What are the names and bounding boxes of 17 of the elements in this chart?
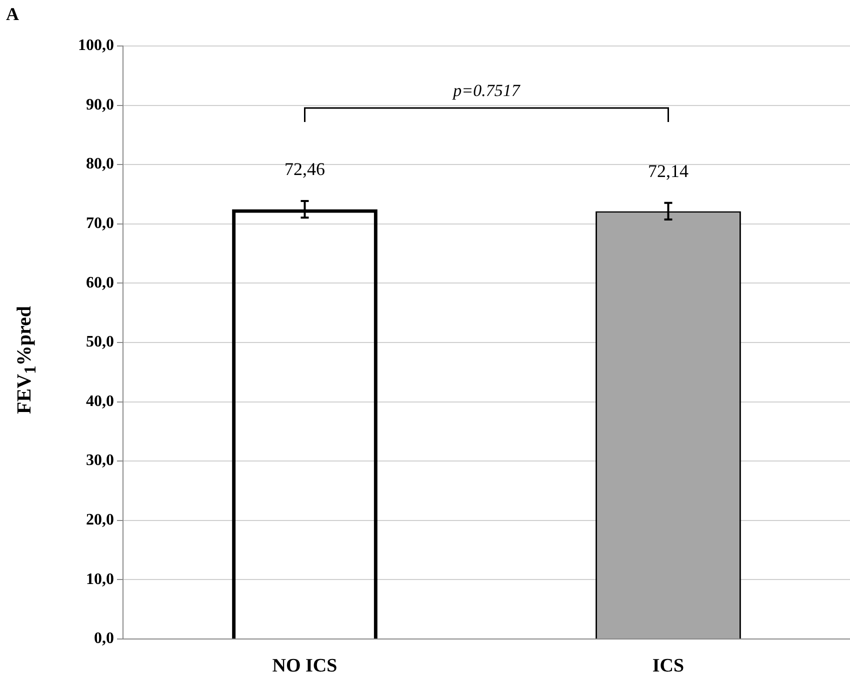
y-tick-label: 10,0 <box>86 570 114 588</box>
y-tick-label: 50,0 <box>86 334 114 351</box>
y-tick-label: 20,0 <box>86 512 114 529</box>
annotation: p=0.7517 <box>452 80 522 100</box>
y-tick-label: 40,0 <box>86 392 114 410</box>
x-tick-label: NO ICS <box>272 655 338 676</box>
y-tick-label: 60,0 <box>86 274 114 292</box>
y-tick-label: 30,0 <box>86 452 114 470</box>
y-tick-label: 90,0 <box>86 96 114 114</box>
y-tick-label: 0,0 <box>94 630 114 648</box>
data-label: 72,46 <box>284 159 325 180</box>
y-tick-label: 80,0 <box>86 156 114 173</box>
chart-title: A <box>6 4 19 25</box>
x-tick-label: ICS <box>652 655 684 676</box>
y-tick-label: 70,0 <box>86 215 114 232</box>
y-tick-label: 100,0 <box>78 37 114 54</box>
data-label: 72,14 <box>648 160 688 181</box>
